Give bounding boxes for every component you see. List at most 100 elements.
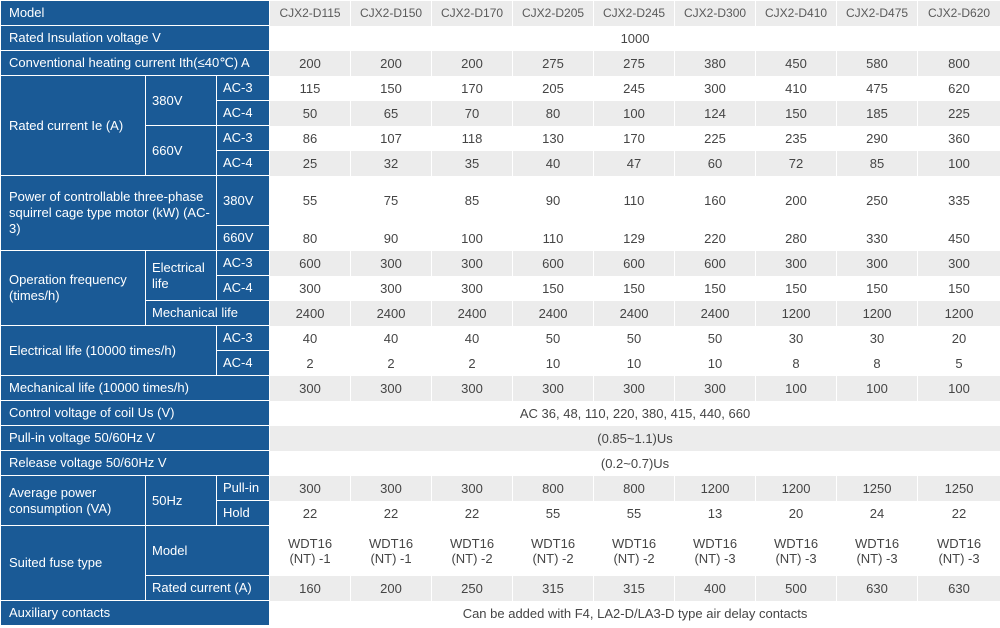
fuse-model-line1: WDT16 — [774, 535, 819, 551]
row-rc-380-ac3: Rated current Ie (A) 380V AC-3 115 150 170… — [0, 75, 1000, 176]
coil-voltage-label: Control voltage of coil Us (V) — [0, 400, 271, 426]
value-cell: 300 — [431, 275, 514, 301]
value-cell: 115 — [269, 75, 352, 101]
value-cell: 150 — [674, 275, 757, 301]
value-cell: 2 — [269, 350, 352, 376]
value-cell: 30 — [755, 325, 838, 351]
value-cell: 30 — [836, 325, 919, 351]
row-model: Model CJX2-D115 CJX2-D150 CJX2-D170 CJX2-D2… — [0, 0, 1000, 26]
value-cell: 22 — [269, 500, 352, 526]
value-cell: 600 — [674, 250, 757, 276]
value-cell: 55 — [269, 175, 352, 226]
value-cell: 300 — [350, 375, 433, 401]
value-cell: 275 — [593, 50, 676, 76]
value-cell: 1250 — [836, 475, 919, 501]
value-cell: 170 — [593, 125, 676, 151]
value-cell: 150 — [350, 75, 433, 101]
of-mechanical-life-label: Mechanical life — [144, 300, 271, 326]
fuse-model-line1: WDT16 — [855, 535, 900, 551]
value-cell: 75 — [350, 175, 433, 226]
value-cell: 25 — [269, 150, 352, 176]
value-cell: 150 — [512, 275, 595, 301]
rc-660-ac4-label: AC-4 — [215, 150, 271, 176]
rated-current-label: Rated current Ie (A) — [0, 75, 146, 176]
value-cell: 2400 — [350, 300, 433, 326]
fuse-model-line2: (NT) -3 — [775, 550, 817, 566]
ap-50hz-label: 50Hz — [145, 475, 217, 526]
value-cell: 80 — [269, 225, 352, 251]
fuse-model-line2: (NT) -3 — [694, 550, 736, 566]
value-cell: 200 — [755, 175, 838, 226]
value-cell: 10 — [674, 350, 757, 376]
pullin-voltage-label: Pull-in voltage 50/60Hz V — [0, 425, 271, 451]
value-cell: 2 — [431, 350, 514, 376]
value-cell: 400 — [674, 575, 757, 601]
row-rc-660-ac4: AC-4 25 32 35 40 47 60 72 85 100 — [1, 150, 1000, 176]
value-cell: 300 — [431, 375, 514, 401]
fuse-model-line2: (NT) -1 — [370, 550, 412, 566]
value-cell: 100 — [593, 100, 676, 126]
value-cell: 800 — [512, 475, 595, 501]
value-cell: 107 — [350, 125, 433, 151]
fuse-model-line2: (NT) -3 — [938, 550, 980, 566]
value-cell: 475 — [836, 75, 919, 101]
value-cell: 300 — [269, 475, 352, 501]
value-cell: 65 — [350, 100, 433, 126]
value-cell: 580 — [836, 50, 919, 76]
value-cell: 130 — [512, 125, 595, 151]
value-cell: 300 — [917, 250, 1000, 276]
value-cell: 80 — [512, 100, 595, 126]
mechanical-life-label: Mechanical life (10000 times/h) — [0, 375, 271, 401]
value-cell: 620 — [917, 75, 1000, 101]
fuse-model-line2: (NT) -2 — [613, 550, 655, 566]
value-cell: 10 — [512, 350, 595, 376]
value-cell: 600 — [269, 250, 352, 276]
value-cell: 90 — [512, 175, 595, 226]
fuse-current-label: Rated current (A) — [144, 575, 271, 601]
row-aux: Auxiliary contacts Can be added with F4,… — [0, 600, 1000, 626]
value-cell: 300 — [431, 475, 514, 501]
value-cell: 275 — [512, 50, 595, 76]
rc-660-ac3-label: AC-3 — [215, 125, 271, 151]
value-cell: 160 — [269, 575, 352, 601]
model-label: Model — [0, 0, 271, 26]
value-cell: 40 — [431, 325, 514, 351]
row-fuse-model: Suited fuse type Model WDT16 (NT) -1 WDT16… — [0, 525, 1000, 601]
heating-label: Conventional heating current Ith(≤40℃) A — [0, 50, 271, 76]
release-voltage-label: Release voltage 50/60Hz V — [0, 450, 271, 476]
value-cell: 100 — [836, 375, 919, 401]
model-name: CJX2-D475 — [836, 0, 919, 26]
fuse-model-cell: WDT16 (NT) -2 — [512, 525, 595, 576]
model-name: CJX2-D150 — [350, 0, 433, 26]
value-cell: 90 — [350, 225, 433, 251]
value-cell: 1200 — [755, 300, 838, 326]
value-cell: 22 — [350, 500, 433, 526]
value-cell: 250 — [431, 575, 514, 601]
fuse-model-line2: (NT) -1 — [289, 550, 331, 566]
value-cell: 300 — [269, 275, 352, 301]
ap-hold-label: Hold — [215, 500, 271, 526]
value-cell: 150 — [917, 275, 1000, 301]
value-cell: 35 — [431, 150, 514, 176]
value-cell: 800 — [917, 50, 1000, 76]
value-cell: 55 — [512, 500, 595, 526]
of-electrical-life-label: Electrical life — [145, 250, 217, 301]
row-coil-voltage: Control voltage of coil Us (V) AC 36, 48… — [0, 400, 1000, 426]
value-cell: 200 — [431, 50, 514, 76]
value-cell: 2400 — [593, 300, 676, 326]
value-cell: 160 — [674, 175, 757, 226]
release-voltage-value: (0.2~0.7)Us — [269, 450, 1000, 476]
value-cell: 86 — [269, 125, 352, 151]
value-cell: 32 — [350, 150, 433, 176]
value-cell: 1200 — [755, 475, 838, 501]
value-cell: 300 — [350, 475, 433, 501]
fuse-model-cell: WDT16 (NT) -2 — [431, 525, 514, 576]
value-cell: 55 — [593, 500, 676, 526]
fuse-model-cell: WDT16 (NT) -3 — [755, 525, 838, 576]
of-el-ac4-label: AC-4 — [215, 275, 271, 301]
value-cell: 600 — [593, 250, 676, 276]
value-cell: 290 — [836, 125, 919, 151]
value-cell: 1200 — [836, 300, 919, 326]
value-cell: 185 — [836, 100, 919, 126]
